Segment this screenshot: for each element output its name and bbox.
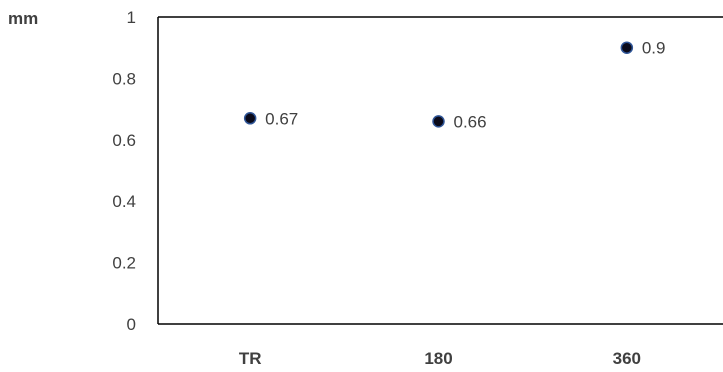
data-label: 0.66 <box>454 112 487 131</box>
y-tick-label: 0.4 <box>112 192 136 211</box>
data-labels: 0.67 0.66 0.9 <box>265 39 665 132</box>
x-axis-category-labels: TR 180 360 <box>239 349 641 368</box>
y-tick-label: 0.2 <box>112 254 136 273</box>
plot-area <box>157 16 723 325</box>
y-tick-label: 1 <box>127 8 136 27</box>
x-category-label: 180 <box>424 349 452 368</box>
y-tick-label: 0.8 <box>112 69 136 88</box>
y-tick-label: 0.6 <box>112 131 136 150</box>
data-label: 0.9 <box>642 39 666 58</box>
y-axis-unit-label: mm <box>8 9 38 28</box>
data-point <box>432 115 445 128</box>
data-points <box>243 41 634 128</box>
x-category-label: 360 <box>613 349 641 368</box>
x-category-label: TR <box>239 349 262 368</box>
data-point <box>620 41 634 54</box>
data-point <box>243 112 257 125</box>
y-axis-ticks: 0 0.2 0.4 0.6 0.8 1 <box>112 8 136 334</box>
data-label: 0.67 <box>265 109 298 128</box>
y-tick-label: 0 <box>127 315 136 334</box>
